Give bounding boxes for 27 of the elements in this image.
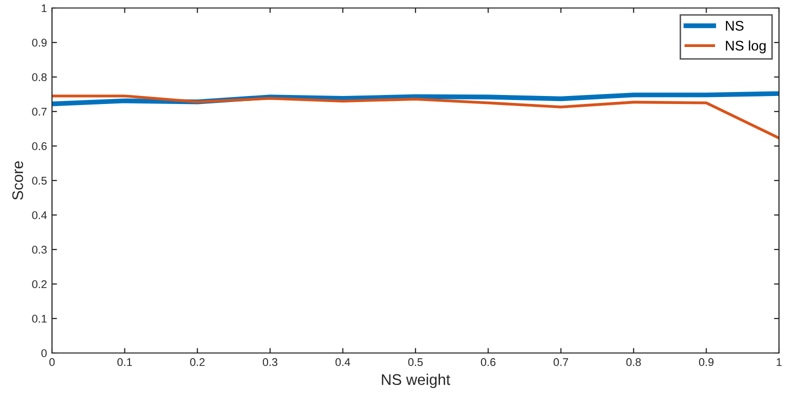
y-tick-label: 0.4	[32, 211, 47, 220]
x-tick-label: 0	[49, 358, 55, 366]
y-tick-label: 0.2	[32, 280, 47, 288]
x-tick-label: 0.3	[262, 358, 278, 366]
x-tick-label: 0.4	[336, 358, 350, 366]
x-tick-label: 0.6	[480, 358, 496, 366]
y-tick-label: 0.5	[32, 176, 47, 185]
y-tick-label: 0	[41, 349, 47, 358]
legend-label: NS log	[726, 40, 766, 54]
y-tick-label: 0.6	[32, 142, 47, 150]
x-axis-title: NS weight	[382, 374, 450, 388]
y-axis-title: Score	[12, 161, 24, 200]
line-series	[52, 94, 779, 140]
y-tick-label: 1	[42, 4, 47, 12]
x-tick-label: 0.7	[554, 358, 568, 366]
x-tick-label: 1	[776, 358, 782, 366]
x-tick-label: 0.5	[408, 358, 423, 366]
y-tick-label: 0.1	[32, 314, 47, 323]
y-tick-label: 0.9	[32, 38, 47, 47]
x-tick-label: 0.8	[626, 358, 641, 366]
x-tick-label: 0.9	[699, 358, 714, 366]
y-tick-label: 0.3	[32, 246, 47, 254]
legend-label: NS	[726, 20, 744, 31]
x-tick-label: 0.1	[117, 358, 132, 366]
x-tick-label: 0.2	[190, 358, 205, 366]
y-tick-label: 0.7	[32, 108, 47, 116]
y-tick-label: 0.8	[32, 73, 47, 82]
